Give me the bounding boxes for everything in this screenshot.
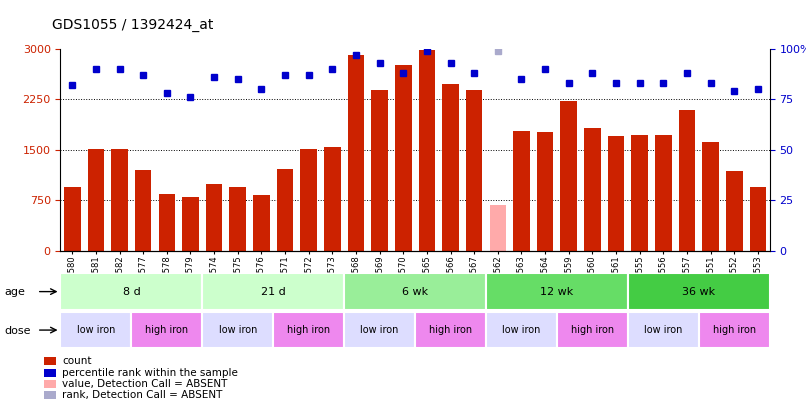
Bar <box>489 205 506 251</box>
Bar <box>513 131 530 251</box>
Text: high iron: high iron <box>145 325 189 335</box>
Bar <box>344 273 486 310</box>
Text: count: count <box>62 356 92 366</box>
Bar <box>182 197 199 251</box>
Text: high iron: high iron <box>287 325 330 335</box>
Bar <box>395 66 412 251</box>
Text: dose: dose <box>4 326 31 336</box>
Bar <box>750 187 767 251</box>
Bar <box>135 170 152 251</box>
Text: low iron: low iron <box>360 325 399 335</box>
Bar <box>560 100 577 251</box>
Bar <box>466 90 483 251</box>
Text: high iron: high iron <box>429 325 472 335</box>
Bar <box>276 169 293 251</box>
Text: 12 wk: 12 wk <box>540 287 574 296</box>
Text: 21 d: 21 d <box>261 287 285 296</box>
Bar <box>64 187 81 251</box>
Text: low iron: low iron <box>502 325 541 335</box>
Bar <box>202 273 344 310</box>
Bar <box>111 149 128 251</box>
Bar <box>415 312 486 348</box>
Bar <box>372 90 388 251</box>
Bar <box>655 135 671 251</box>
Bar <box>344 312 415 348</box>
Bar <box>584 128 600 251</box>
Bar <box>230 187 246 251</box>
Bar <box>557 312 628 348</box>
Bar <box>442 84 459 251</box>
Text: GDS1055 / 1392424_at: GDS1055 / 1392424_at <box>52 18 214 32</box>
Bar <box>726 171 742 251</box>
Bar <box>537 132 554 251</box>
Bar <box>253 195 270 251</box>
Bar <box>60 312 131 348</box>
Text: low iron: low iron <box>77 325 115 335</box>
Bar <box>631 135 648 251</box>
Bar <box>608 136 625 251</box>
Bar <box>699 312 770 348</box>
Bar <box>131 312 202 348</box>
Text: value, Detection Call = ABSENT: value, Detection Call = ABSENT <box>62 379 227 389</box>
Text: high iron: high iron <box>571 325 614 335</box>
Text: 8 d: 8 d <box>123 287 140 296</box>
Bar <box>702 142 719 251</box>
Bar <box>159 194 175 251</box>
Bar <box>60 273 202 310</box>
Bar <box>628 273 770 310</box>
Text: rank, Detection Call = ABSENT: rank, Detection Call = ABSENT <box>62 390 222 400</box>
Bar <box>628 312 699 348</box>
Text: percentile rank within the sample: percentile rank within the sample <box>62 368 238 377</box>
Bar <box>273 312 344 348</box>
Text: 36 wk: 36 wk <box>682 287 716 296</box>
Text: low iron: low iron <box>218 325 257 335</box>
Bar <box>486 312 557 348</box>
Bar <box>324 147 341 251</box>
Bar <box>347 55 364 251</box>
Bar <box>301 149 317 251</box>
Bar <box>418 50 435 251</box>
Bar <box>88 149 104 251</box>
Text: high iron: high iron <box>713 325 756 335</box>
Text: low iron: low iron <box>644 325 683 335</box>
Bar <box>486 273 628 310</box>
Text: age: age <box>4 288 25 297</box>
Bar <box>202 312 273 348</box>
Text: 6 wk: 6 wk <box>402 287 428 296</box>
Bar <box>206 183 222 251</box>
Bar <box>679 110 696 251</box>
